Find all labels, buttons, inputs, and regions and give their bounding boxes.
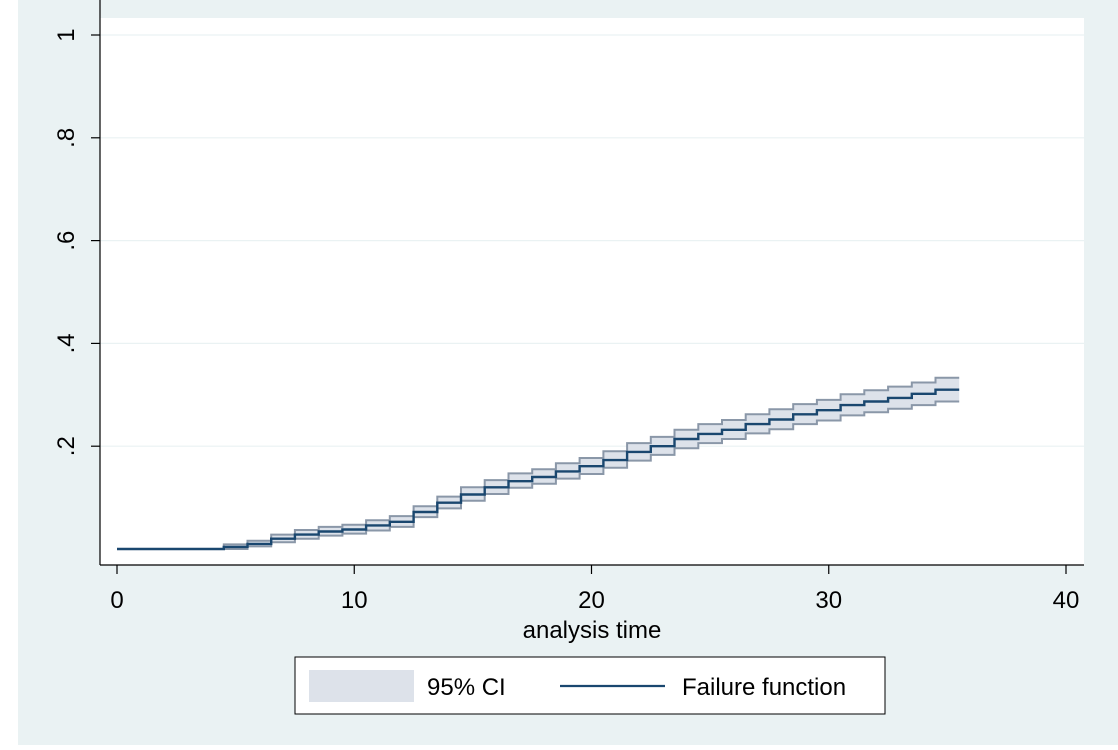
failure-function-line	[117, 388, 960, 551]
ci-band-fill	[117, 377, 960, 549]
y-tick-label: 1	[53, 28, 80, 41]
y-tick-label: .2	[53, 436, 80, 456]
legend-ci-label: 95% CI	[427, 674, 506, 701]
x-tick-label: 30	[815, 587, 842, 614]
failure-function-path	[117, 388, 960, 551]
ci-band	[117, 376, 960, 550]
y-tick-label: .6	[53, 231, 80, 251]
x-axis-label: analysis time	[523, 617, 662, 644]
y-tick-label: .8	[53, 128, 80, 148]
y-tick-label: .4	[53, 333, 80, 353]
x-tick-label: 0	[110, 587, 123, 614]
ci-lower-bound	[117, 400, 960, 550]
legend-ci-swatch	[309, 670, 414, 702]
axes: 0 10 20 30 40 .2 .4 .6 .8 1	[53, 0, 1084, 614]
x-tick-label: 10	[341, 587, 368, 614]
ci-upper-bound	[117, 376, 960, 550]
x-tick-label: 20	[578, 587, 605, 614]
legend: 95% CI Failure function	[294, 656, 886, 715]
x-tick-label: 40	[1053, 587, 1080, 614]
legend-failure-label: Failure function	[682, 674, 846, 701]
gridlines	[100, 34, 1084, 447]
plot-area	[100, 18, 1084, 565]
